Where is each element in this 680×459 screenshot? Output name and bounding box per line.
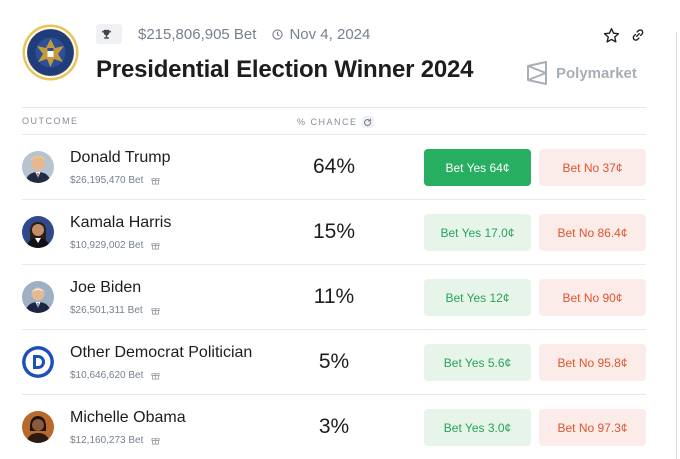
outcome-name[interactable]: Donald Trump <box>70 149 171 166</box>
clock-icon <box>272 28 284 40</box>
outcome-name[interactable]: Kamala Harris <box>70 214 172 231</box>
bet-yes-button[interactable]: Bet Yes 12¢ <box>424 279 531 316</box>
bet-yes-button[interactable]: Bet Yes 64¢ <box>424 149 531 186</box>
outcome-volume: $12,160,273 Bet <box>70 435 144 446</box>
polymarket-brand[interactable]: Polymarket <box>526 61 637 85</box>
bet-yes-button[interactable]: Bet Yes 3.0¢ <box>424 409 531 446</box>
column-chance: % CHANCE <box>297 116 374 128</box>
outcome-row: Kamala Harris $10,929,002 Bet 15% Bet Ye… <box>22 200 646 265</box>
bet-no-button[interactable]: Bet No 95.8¢ <box>539 344 646 381</box>
outcome-row: Other Democrat Politician $10,646,620 Be… <box>22 330 646 395</box>
table-header: OUTCOME % CHANCE <box>22 107 646 135</box>
page-title: Presidential Election Winner 2024 <box>96 56 474 83</box>
outcome-volume: $10,929,002 Bet <box>70 240 144 251</box>
gift-icon <box>151 241 160 250</box>
outcome-chance: 3% <box>318 415 350 438</box>
outcome-chance: 15% <box>312 220 356 243</box>
column-chance-label: % CHANCE <box>297 117 358 127</box>
bet-no-button[interactable]: Bet No 86.4¢ <box>539 214 646 251</box>
trump-avatar <box>22 151 54 183</box>
refresh-icon[interactable] <box>361 116 374 128</box>
market-date: Nov 4, 2024 <box>289 25 371 43</box>
outcome-row: Joe Biden $26,501,311 Bet 11% Bet Yes 12… <box>22 265 646 330</box>
bet-yes-button[interactable]: Bet Yes 5.6¢ <box>424 344 531 381</box>
market-meta: $215,806,905 Bet Nov 4, 2024 <box>96 24 370 44</box>
outcome-volume: $26,195,470 Bet <box>70 175 144 186</box>
trophy-icon <box>96 24 122 44</box>
outcome-chance: 11% <box>313 285 355 308</box>
democrat-logo <box>22 346 54 378</box>
outcome-chance: 5% <box>318 350 350 373</box>
harris-avatar <box>22 216 54 248</box>
outcome-name[interactable]: Joe Biden <box>70 279 142 296</box>
outcome-volume: $26,501,311 Bet <box>70 305 143 316</box>
brand-name: Polymarket <box>556 64 637 82</box>
bet-yes-button[interactable]: Bet Yes 17.0¢ <box>424 214 531 251</box>
bet-no-button[interactable]: Bet No 97.3¢ <box>539 409 646 446</box>
obama-avatar <box>22 411 54 443</box>
outcome-volume: $10,646,620 Bet <box>70 370 144 381</box>
star-icon[interactable] <box>602 26 620 44</box>
polymarket-logo-icon <box>527 61 547 85</box>
bet-no-button[interactable]: Bet No 37¢ <box>539 149 646 186</box>
column-outcome: OUTCOME <box>22 116 79 126</box>
market-volume: $215,806,905 Bet <box>138 25 257 43</box>
outcome-row: Donald Trump $26,195,470 Bet 64% Bet Yes… <box>22 135 646 200</box>
outcome-name[interactable]: Other Democrat Politician <box>70 344 253 361</box>
side-panel-edge <box>676 32 680 459</box>
gift-icon <box>151 176 160 185</box>
outcome-chance: 64% <box>312 155 356 178</box>
gift-icon <box>151 371 160 380</box>
bet-no-button[interactable]: Bet No 90¢ <box>539 279 646 316</box>
gift-icon <box>151 436 160 445</box>
gift-icon <box>151 306 160 315</box>
presidential-seal-icon <box>22 24 79 81</box>
link-icon[interactable] <box>629 26 647 44</box>
outcome-name[interactable]: Michelle Obama <box>70 409 186 426</box>
outcome-row: Michelle Obama $12,160,273 Bet 3% Bet Ye… <box>22 395 646 459</box>
biden-avatar <box>22 281 54 313</box>
